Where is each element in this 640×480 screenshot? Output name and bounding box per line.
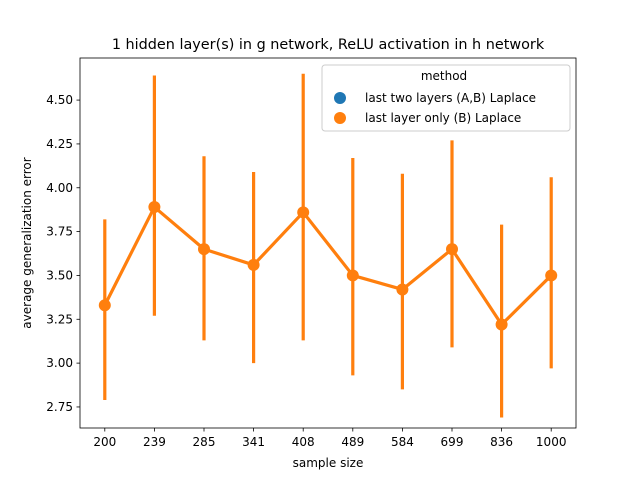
x-tick-label: 408 (292, 435, 315, 449)
x-tick-label: 489 (341, 435, 364, 449)
y-axis-label: average generalization error (20, 157, 34, 328)
y-tick-label: 4.50 (46, 93, 73, 107)
x-tick-label: 1000 (536, 435, 567, 449)
y-tick-label: 4.00 (46, 181, 73, 195)
legend-marker-b (334, 112, 346, 124)
data-point (396, 283, 409, 296)
y-axis-ticks: 2.75 3.00 3.25 3.50 3.75 4.00 4.25 4.50 (46, 93, 80, 414)
y-tick-label: 2.75 (46, 400, 73, 414)
data-point (198, 243, 210, 256)
data-point (495, 318, 508, 331)
legend-title: method (421, 69, 467, 83)
x-axis-label: sample size (293, 456, 364, 470)
legend-marker-a-b (334, 92, 346, 104)
x-tick-label: 584 (391, 435, 414, 449)
x-tick-label: 341 (242, 435, 265, 449)
legend-label-a-b: last two layers (A,B) Laplace (365, 91, 536, 105)
x-tick-label: 285 (193, 435, 216, 449)
data-point (98, 299, 111, 312)
plot-frame (79, 57, 577, 429)
y-tick-label: 3.25 (46, 312, 73, 326)
x-tick-label: 239 (143, 435, 166, 449)
x-tick-label: 200 (93, 435, 116, 449)
data-point (247, 258, 260, 271)
data-point (346, 269, 359, 282)
data-point (297, 206, 310, 219)
legend: method last two layers (A,B) Laplace las… (321, 64, 571, 132)
x-tick-label: 836 (490, 435, 513, 449)
x-tick-label: 699 (441, 435, 464, 449)
legend-label-b: last layer only (B) Laplace (365, 111, 521, 125)
series-line (103, 205, 553, 327)
data-point (446, 243, 458, 256)
y-tick-label: 4.25 (46, 137, 73, 151)
y-tick-label: 3.75 (46, 225, 73, 239)
plot-area (98, 73, 558, 418)
data-point (148, 201, 161, 214)
y-tick-label: 3.50 (46, 268, 73, 282)
legend-box (321, 64, 571, 132)
chart-title: 1 hidden layer(s) in g network, ReLU act… (112, 37, 545, 53)
data-point (545, 269, 558, 282)
y-tick-label: 3.00 (46, 356, 73, 370)
x-axis-ticks: 200 239 285 341 408 489 584 699 836 1000 (93, 428, 566, 449)
